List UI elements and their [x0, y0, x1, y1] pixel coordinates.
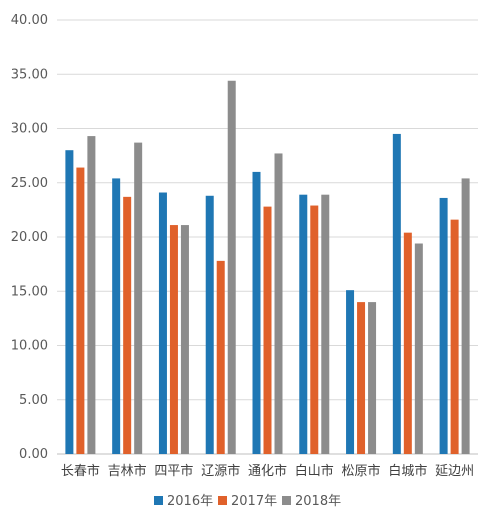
x-tick-label: 松原市: [342, 463, 381, 479]
bar: [123, 196, 132, 455]
legend: 2016年 2017年 2018年: [154, 494, 341, 509]
bar: [263, 206, 272, 454]
x-tick-label: 通化市: [248, 463, 287, 479]
bar: [87, 136, 96, 454]
legend-swatch: [218, 496, 227, 505]
bar: [310, 205, 319, 454]
bar: [299, 194, 308, 454]
y-tick-label: 5.00: [19, 393, 48, 408]
legend-label: 2018年: [295, 494, 341, 509]
y-axis-ticks: 0.00 5.00 10.00 15.00 20.00 25.00 30.00 35.00 40…: [11, 13, 48, 462]
x-axis-labels: 长春市 吉林市 四平市 辽源市 通化市 白山市 松原市 白城市 延边州: [61, 463, 474, 479]
bar: [450, 219, 459, 454]
bar: [227, 80, 236, 454]
x-tick-label: 白城市: [388, 463, 427, 479]
bar: [252, 171, 261, 454]
bar: [180, 225, 189, 454]
legend-swatch: [282, 496, 291, 505]
bar: [368, 302, 377, 454]
x-tick-label: 四平市: [154, 463, 193, 479]
x-tick-label: 白山市: [295, 463, 334, 479]
bar: [65, 150, 74, 454]
y-tick-label: 35.00: [11, 67, 48, 82]
legend-label: 2017年: [231, 494, 277, 509]
bar: [346, 290, 355, 454]
bar: [357, 302, 366, 454]
bar: [439, 197, 448, 454]
x-tick-label: 延边州: [435, 464, 474, 479]
x-tick-label: 辽源市: [201, 463, 240, 479]
y-tick-label: 15.00: [11, 284, 48, 299]
bar: [205, 195, 214, 454]
x-tick-label: 吉林市: [108, 463, 147, 479]
y-tick-label: 20.00: [11, 230, 48, 245]
bars: [65, 80, 470, 455]
y-tick-label: 30.00: [11, 122, 48, 137]
bar: [169, 225, 178, 454]
bar: [403, 232, 412, 454]
y-tick-label: 40.00: [11, 13, 48, 28]
bar: [134, 142, 143, 455]
bar: [321, 194, 330, 454]
y-tick-label: 0.00: [19, 447, 48, 462]
bar: [216, 260, 225, 454]
bar: [414, 243, 423, 454]
y-tick-label: 25.00: [11, 176, 48, 191]
bar: [158, 192, 167, 454]
legend-swatch: [154, 496, 163, 505]
bar: [112, 178, 121, 454]
y-tick-label: 10.00: [11, 339, 48, 354]
bar: [76, 167, 85, 454]
bar: [461, 178, 470, 454]
legend-label: 2016年: [167, 494, 213, 509]
x-tick-label: 长春市: [61, 463, 100, 479]
bar: [274, 153, 283, 454]
bar: [392, 133, 401, 455]
